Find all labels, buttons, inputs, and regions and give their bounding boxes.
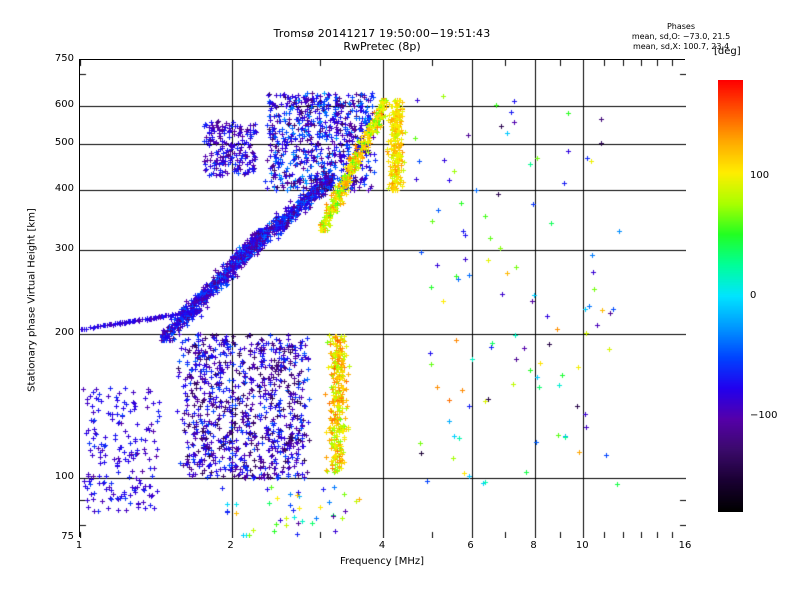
x-tick-label: 1 (75, 540, 83, 551)
x-tick-label: 6 (467, 540, 474, 551)
x-axis-tick-labels: 1 2 4 6 8 10 16 (0, 540, 800, 560)
y-tick-label: 500 (54, 137, 74, 149)
phase-stats-x-mode: mean, sd,X: 100.7, 23.4 (632, 42, 730, 51)
x-tick-label: 16 (678, 540, 692, 551)
x-tick-label: 8 (530, 540, 537, 551)
y-tick-label: 750 (54, 53, 74, 64)
x-tick-label: 10 (575, 540, 589, 551)
scatter-canvas (80, 60, 686, 538)
x-tick-label: 4 (378, 540, 386, 551)
y-axis-tick-labels: 75 100 200 300 400 500 600 750 (12, 0, 74, 600)
y-tick-label: 75 (61, 531, 74, 542)
plot-title-line1: Tromsø 20141217 19:50:00−19:51:43 (273, 27, 491, 40)
colorbar-tick-label: −100 (750, 410, 778, 421)
y-tick-label: 200 (54, 327, 74, 339)
colorbar (718, 80, 743, 512)
colorbar-unit-label: [deg] (714, 46, 741, 57)
y-tick-label: 400 (54, 183, 74, 195)
y-tick-label: 100 (54, 471, 74, 483)
y-tick-label: 300 (54, 243, 74, 255)
plot-title-line2: RwPretec (8p) (343, 40, 421, 53)
y-tick-label: 600 (54, 99, 74, 111)
colorbar-tick-label: 100 (750, 170, 770, 181)
phase-stats-header: Phases (666, 22, 696, 31)
phase-statistics: Phases mean, sd,O: −73.0, 21.5 mean, sd,… (596, 22, 766, 52)
scatter-plot-area (79, 59, 686, 538)
colorbar-gradient (718, 80, 743, 512)
x-axis-label: Frequency [MHz] (339, 556, 425, 567)
phase-stats-o-mode: mean, sd,O: −73.0, 21.5 (631, 32, 731, 41)
colorbar-tick-label: 0 (750, 290, 757, 301)
x-tick-label: 2 (227, 540, 234, 551)
